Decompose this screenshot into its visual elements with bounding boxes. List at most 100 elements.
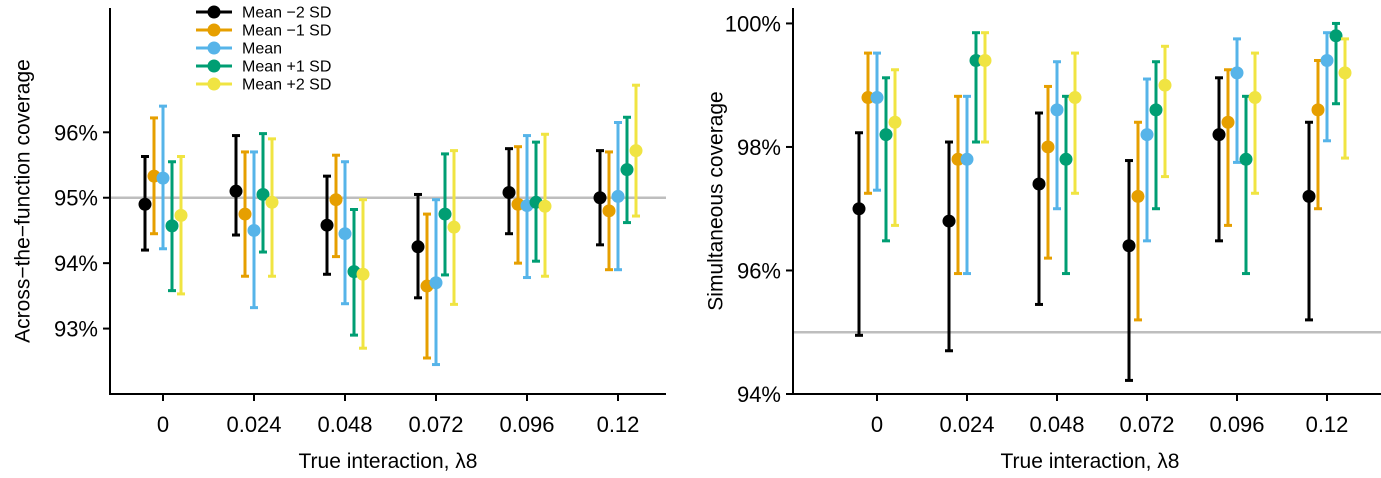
y-tick-label: 98% bbox=[737, 135, 781, 160]
data-point bbox=[1140, 128, 1154, 142]
data-point bbox=[1248, 91, 1262, 105]
left-panel-across-the-function-coverage: 93% 94% 95% 96% 0 0.024 0.048 0.072 0.096 0.12 Acr… bbox=[12, 5, 666, 473]
y-tick-label: 96% bbox=[54, 120, 98, 145]
series-mean-2-sd bbox=[888, 31, 1352, 227]
series-mean-1-sd bbox=[165, 115, 634, 337]
legend-marker bbox=[207, 5, 221, 19]
data-point bbox=[620, 163, 634, 177]
data-point bbox=[602, 204, 616, 218]
x-tick-label: 0.072 bbox=[408, 412, 463, 437]
series-mean bbox=[156, 104, 625, 367]
data-point bbox=[969, 53, 983, 67]
data-point bbox=[411, 240, 425, 254]
data-point bbox=[1068, 91, 1082, 105]
data-point bbox=[879, 128, 893, 142]
data-point bbox=[229, 184, 243, 198]
data-point bbox=[888, 115, 902, 129]
data-point bbox=[1230, 66, 1244, 80]
right-panel-simultaneous-coverage: 94% 96% 98% 100% 0 0.024 0.048 0.072 0.096 0.12 Si… bbox=[705, 8, 1381, 473]
data-point bbox=[1149, 103, 1163, 117]
data-point bbox=[502, 185, 516, 199]
legend-marker bbox=[207, 77, 221, 91]
legend-label: Mean +2 SD bbox=[242, 77, 331, 94]
x-tick-label: 0.048 bbox=[317, 412, 372, 437]
data-point bbox=[447, 220, 461, 234]
x-tick-label: 0 bbox=[157, 412, 169, 437]
data-point bbox=[1311, 103, 1325, 117]
x-tick-label: 0.072 bbox=[1119, 412, 1174, 437]
legend-marker bbox=[207, 59, 221, 73]
data-point bbox=[861, 91, 875, 105]
data-point bbox=[174, 208, 188, 222]
legend-label: Mean −2 SD bbox=[242, 5, 331, 22]
data-point bbox=[1221, 115, 1235, 129]
y-axis-title: Simultaneous coverage bbox=[705, 91, 728, 310]
y-tick-label: 93% bbox=[54, 317, 98, 342]
legend-marker bbox=[207, 23, 221, 37]
data-point bbox=[138, 197, 152, 211]
series-mean-2-sd bbox=[138, 134, 607, 300]
series-mean bbox=[870, 31, 1334, 276]
data-point bbox=[1131, 189, 1145, 203]
series-mean-2-sd bbox=[852, 76, 1316, 382]
series-mean-1-sd bbox=[879, 21, 1343, 276]
data-point bbox=[356, 267, 370, 281]
data-point bbox=[156, 171, 170, 185]
series-mean-2-sd bbox=[174, 83, 643, 350]
data-point bbox=[238, 207, 252, 221]
data-point bbox=[329, 193, 343, 207]
data-point bbox=[951, 152, 965, 166]
data-point bbox=[852, 202, 866, 216]
legend-label: Mean bbox=[242, 41, 282, 58]
data-point bbox=[629, 144, 643, 158]
data-point bbox=[1329, 29, 1343, 43]
legend-label: Mean −1 SD bbox=[242, 23, 331, 40]
data-point bbox=[1032, 177, 1046, 191]
data-point bbox=[611, 189, 625, 203]
x-tick-label: 0.096 bbox=[499, 412, 554, 437]
data-point bbox=[247, 223, 261, 237]
data-point bbox=[1302, 189, 1316, 203]
data-point bbox=[538, 199, 552, 213]
data-point bbox=[320, 218, 334, 232]
data-point bbox=[1239, 152, 1253, 166]
data-point bbox=[1122, 239, 1136, 253]
data-point bbox=[593, 191, 607, 205]
data-point bbox=[960, 152, 974, 166]
data-point bbox=[1050, 103, 1064, 117]
x-axis-title: True interaction, λ8 bbox=[1001, 450, 1180, 473]
data-point bbox=[870, 91, 884, 105]
y-tick-label: 94% bbox=[54, 251, 98, 276]
x-tick-label: 0.024 bbox=[939, 412, 994, 437]
y-tick-label: 94% bbox=[737, 382, 781, 407]
x-tick-label: 0.048 bbox=[1029, 412, 1084, 437]
data-point bbox=[1158, 78, 1172, 92]
x-tick-label: 0.024 bbox=[226, 412, 281, 437]
y-axis-title: Across−the−function coverage bbox=[12, 59, 35, 343]
data-point bbox=[942, 214, 956, 228]
data-point bbox=[1059, 152, 1073, 166]
data-point bbox=[1041, 140, 1055, 154]
legend-label: Mean +1 SD bbox=[242, 59, 331, 76]
x-tick-label: 0 bbox=[871, 412, 883, 437]
data-point bbox=[338, 227, 352, 241]
legend-marker bbox=[207, 41, 221, 55]
data-point bbox=[978, 53, 992, 67]
data-point bbox=[438, 207, 452, 221]
data-point bbox=[1320, 53, 1334, 67]
x-tick-label: 0.12 bbox=[597, 412, 640, 437]
data-point bbox=[256, 187, 270, 201]
y-tick-label: 96% bbox=[737, 258, 781, 283]
series-mean-1-sd bbox=[861, 51, 1325, 322]
x-tick-label: 0.096 bbox=[1209, 412, 1264, 437]
y-tick-label: 100% bbox=[725, 11, 781, 36]
data-point bbox=[429, 276, 443, 290]
x-axis-title: True interaction, λ8 bbox=[299, 450, 478, 473]
data-point bbox=[1212, 128, 1226, 142]
series-mean-1-sd bbox=[147, 116, 616, 360]
data-point bbox=[165, 219, 179, 233]
data-point bbox=[265, 195, 279, 209]
x-tick-label: 0.12 bbox=[1306, 412, 1349, 437]
